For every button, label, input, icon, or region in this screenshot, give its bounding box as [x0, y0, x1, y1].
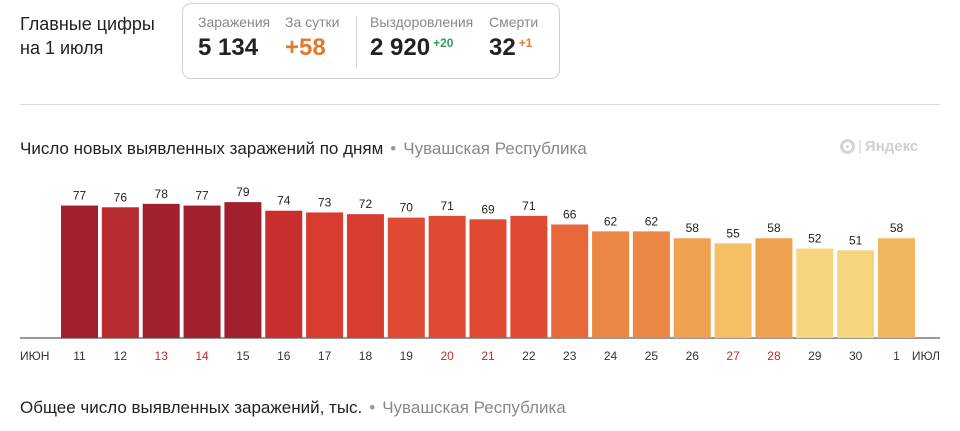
data-label-23: 66 [563, 207, 577, 221]
tick-label-13: 13 [155, 349, 169, 363]
stats-box: Заражения 5 134 За сутки +58 Выздоровлен… [182, 3, 560, 79]
chart-title: Число новых выявленных заражений по дням [20, 139, 384, 158]
bar-14 [183, 205, 221, 338]
daily-value: +58 [285, 34, 326, 61]
yandex-logo[interactable]: | Яндекс [840, 138, 918, 155]
bar-18 [346, 214, 384, 338]
bar-29 [796, 248, 834, 338]
recovered-value: 2 920 [370, 34, 431, 61]
infections-value: 5 134 [198, 34, 259, 61]
tick-label-28: 28 [767, 349, 781, 363]
tick-label-23: 23 [563, 349, 577, 363]
data-label-13: 78 [155, 187, 169, 201]
infections-stat: Заражения 5 134 [198, 14, 270, 62]
deaths-value: 32 [489, 34, 516, 61]
deaths-label: Смерти [489, 14, 539, 30]
tick-label-26: 26 [686, 349, 700, 363]
data-label-21: 69 [481, 202, 495, 216]
bar-17 [306, 212, 344, 338]
recovered-label: Выздоровления [370, 14, 474, 30]
chart-title-separator: • [390, 139, 397, 158]
bar-chart: 77 11 76 12 78 13 77 14 79 15 74 16 73 17 72 18 70 19 71 20… [20, 185, 940, 363]
tick-label-19: 19 [400, 349, 414, 363]
footer-region: Чувашская Республика [382, 398, 566, 417]
chart-region: Чувашская Республика [403, 139, 587, 158]
daily-label: За сутки [285, 14, 340, 30]
tick-label-16: 16 [277, 349, 291, 363]
footer-separator: • [369, 398, 376, 417]
recovered-delta: +20 [433, 36, 454, 50]
tick-label-27: 27 [726, 349, 740, 363]
tick-label-17: 17 [318, 349, 332, 363]
bar-30 [837, 250, 875, 338]
recovered-stat: Выздоровления 2 920 +20 [370, 14, 473, 62]
bar-1 [878, 238, 915, 338]
tick-label-1: 1 [893, 349, 900, 363]
data-label-18: 72 [359, 197, 373, 211]
data-label-28: 58 [767, 221, 781, 235]
tick-label-30: 30 [849, 349, 863, 363]
footer-title: Общее число выявленных заражений, тыс. [20, 398, 363, 417]
infections-label: Заражения [198, 14, 271, 30]
data-label-17: 73 [318, 195, 332, 209]
chart-title-row: Число новых выявленных заражений по дням… [20, 139, 587, 159]
footer-title-row: Общее число выявленных заражений, тыс. • Ч… [20, 398, 566, 418]
data-label-1: 58 [890, 221, 904, 235]
tick-label-12: 12 [114, 349, 128, 363]
bar-26 [673, 238, 711, 338]
data-label-14: 77 [195, 189, 209, 203]
data-label-20: 71 [440, 199, 454, 213]
tick-label-11: 11 [73, 349, 86, 363]
yandex-ring-icon [840, 138, 855, 154]
bar-13 [142, 203, 180, 338]
recovered-row: 2 920 +20 [370, 34, 473, 62]
bar-23 [551, 224, 589, 338]
data-label-25: 62 [645, 214, 659, 228]
x-end-label: ИЮЛ [912, 349, 940, 363]
deaths-delta: +1 [518, 36, 533, 50]
deaths-stat: Смерти 32 +1 [489, 14, 538, 62]
data-label-12: 76 [114, 190, 128, 204]
bar-25 [632, 231, 670, 338]
data-label-15: 79 [236, 185, 250, 199]
bar-27 [714, 243, 752, 338]
tick-label-24: 24 [604, 349, 618, 363]
bar-12 [101, 207, 139, 338]
bar-15 [224, 202, 262, 338]
logo-divider: | [858, 138, 862, 155]
tick-label-29: 29 [808, 349, 822, 363]
daily-stat: За сутки +58 [285, 14, 340, 62]
bar-28 [755, 238, 793, 338]
data-label-29: 52 [808, 232, 822, 246]
stats-separator [356, 16, 357, 68]
bar-24 [592, 231, 630, 338]
tick-label-22: 22 [522, 349, 536, 363]
data-label-24: 62 [604, 214, 618, 228]
bar-22 [510, 215, 548, 338]
data-label-30: 51 [849, 233, 863, 247]
bar-16 [265, 210, 303, 338]
section-divider [20, 104, 940, 105]
bar-11 [61, 205, 98, 338]
tick-label-25: 25 [645, 349, 659, 363]
tick-label-18: 18 [359, 349, 373, 363]
deaths-row: 32 +1 [489, 34, 538, 62]
bar-19 [387, 217, 425, 338]
yandex-logo-text: Яндекс [864, 138, 919, 155]
tick-label-15: 15 [236, 349, 250, 363]
data-label-16: 74 [277, 194, 291, 208]
x-start-label: ИЮН [20, 349, 49, 363]
headline: Главные цифры на 1 июля [20, 14, 155, 58]
data-label-22: 71 [522, 199, 536, 213]
data-label-11: 77 [73, 189, 87, 203]
bar-21 [469, 219, 507, 338]
data-label-27: 55 [726, 226, 740, 240]
tick-label-21: 21 [481, 349, 495, 363]
bar-20 [428, 215, 466, 338]
data-label-19: 70 [400, 201, 414, 215]
data-label-26: 58 [686, 221, 700, 235]
tick-label-20: 20 [440, 349, 454, 363]
tick-label-14: 14 [195, 349, 209, 363]
